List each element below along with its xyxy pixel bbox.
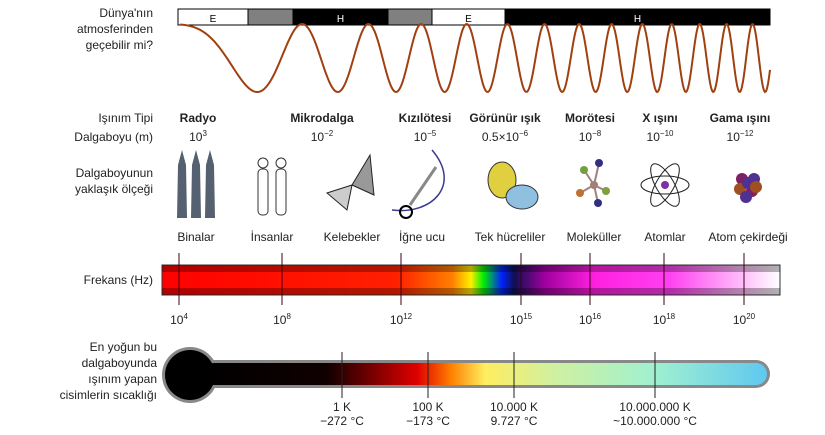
radiation-type-name: Mikrodalga — [290, 111, 354, 125]
radiation-type-name: Radyo — [180, 111, 217, 125]
temperature-kelvin: 10.000 K — [490, 400, 538, 414]
thermometer — [162, 347, 770, 403]
scale-label-2: yaklaşık ölçeği — [75, 182, 153, 196]
temperature-celsius: 9.727 °C — [491, 414, 538, 428]
butterfly-icon — [325, 153, 375, 211]
frequency-tick-label: 1016 — [579, 312, 602, 327]
temperature-label-4: cisimlerin sıcaklığı — [60, 388, 157, 402]
atmosphere-segment-label: E — [465, 14, 472, 25]
temperature-kelvin: 100 K — [412, 400, 443, 414]
temperature-ticks: 1 K−272 °C 100 K−173 °C 10.000 K9.727 °C 10… — [320, 352, 697, 428]
frequency-tick-label: 1018 — [653, 312, 676, 327]
scale-object-label: Binalar — [177, 230, 214, 244]
frequency-tick-label: 1020 — [733, 312, 756, 327]
atmosphere-segment-label: H — [337, 14, 344, 25]
atmosphere-label-2: atmosferinden — [77, 22, 153, 36]
frequency-label: Frekans (Hz) — [84, 273, 153, 287]
scale-object-label: Atomlar — [644, 230, 685, 244]
molecule-icon — [576, 159, 610, 207]
temperature-label-2: dalgaboyunda — [82, 356, 158, 370]
frequency-bar — [161, 264, 781, 296]
temperature-celsius: −173 °C — [406, 414, 450, 428]
temperature-kelvin: 10.000.000 K — [619, 400, 690, 414]
frequency-tick-label: 1012 — [390, 312, 413, 327]
scale-object-label: Tek hücreliler — [475, 230, 546, 244]
scale-object-label: Kelebekler — [324, 230, 381, 244]
atmosphere-segment — [247, 8, 294, 26]
scale-object-label: İğne ucu — [399, 230, 445, 244]
radiation-type-name: Kızılötesi — [399, 111, 452, 125]
radiation-wavelength: 0.5×10−6 — [482, 129, 529, 144]
radiation-wavelength: 10−2 — [311, 129, 334, 144]
radiation-wavelength: 10−12 — [727, 129, 754, 144]
cell-icon — [487, 161, 539, 210]
atmosphere-segment-label: E — [210, 14, 217, 25]
scale-label-1: Dalgaboyunun — [76, 166, 153, 180]
radiation-type-name: Görünür ışık — [469, 111, 541, 125]
temperature-celsius: −272 °C — [320, 414, 364, 428]
atmosphere-segment — [387, 8, 433, 26]
radiation-wavelength: 10−8 — [579, 129, 602, 144]
atmosphere-label-1: Dünya'nın — [99, 6, 153, 20]
atom-icon — [640, 163, 690, 207]
radiation-types: Radyo 103 Mikrodalga 10−2 Kızılötesi 10−5 Görü… — [180, 111, 771, 144]
needle-icon — [391, 149, 445, 219]
atmosphere-segment — [504, 8, 771, 26]
temperature-label-1: En yoğun bu — [90, 340, 157, 354]
radiation-wavelength: 10−10 — [647, 129, 674, 144]
radiation-type-name: Gama ışını — [710, 111, 771, 125]
scale-object-label: Moleküller — [567, 230, 622, 244]
temperature-celsius: ~10.000.000 °C — [613, 414, 697, 428]
scale-objects: Binalar İnsanlar Kelebekler İğne ucu Tek hüc… — [177, 230, 787, 244]
type-label: Işınım Tipi — [98, 111, 153, 125]
frequency-tick-label: 1015 — [510, 312, 533, 327]
atmosphere-label-3: geçebilir mi? — [86, 38, 154, 52]
radiation-type-name: X ışını — [642, 111, 677, 125]
atmosphere-segment-label: H — [634, 14, 641, 25]
nucleus-icon — [734, 173, 762, 203]
frequency-ticks: 104 108 1012 1015 1016 1018 1020 — [170, 253, 756, 327]
radiation-type-name: Morötesi — [565, 111, 615, 125]
radiation-wavelength: 103 — [189, 129, 207, 144]
wave — [179, 22, 771, 94]
scale-icons — [177, 149, 762, 219]
frequency-tick-label: 108 — [273, 312, 291, 327]
radiation-wavelength: 10−5 — [414, 129, 437, 144]
scale-object-label: Atom çekirdeği — [708, 230, 787, 244]
wavelength-label: Dalgaboyu (m) — [74, 130, 153, 144]
buildings-icon — [177, 150, 215, 218]
frequency-tick-label: 104 — [170, 312, 188, 327]
temperature-kelvin: 1 K — [333, 400, 351, 414]
scale-object-label: İnsanlar — [251, 230, 294, 244]
left-labels: Dünya'nın atmosferinden geçebilir mi? Iş… — [60, 6, 158, 402]
humans-icon — [257, 157, 287, 216]
temperature-label-3: ışınım yapan — [88, 372, 157, 386]
